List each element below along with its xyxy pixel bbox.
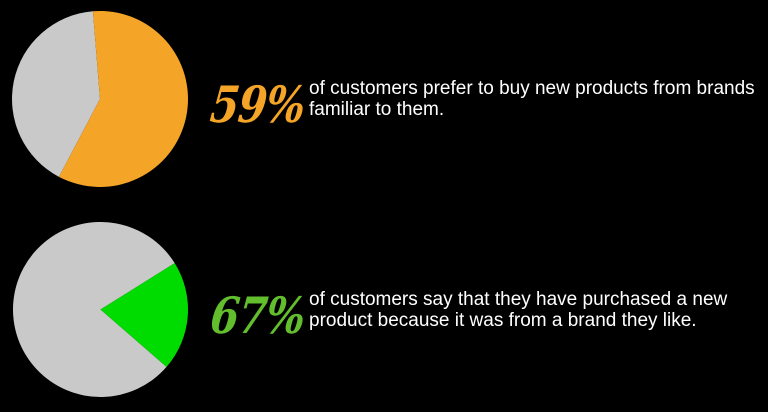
percent-label-brand-familiarity: 59% xyxy=(207,75,308,134)
stat-description-brand-liking: of customers say that they have purchase… xyxy=(309,289,728,331)
pie-chart-brand-liking xyxy=(13,222,188,397)
pie-chart-brand-familiarity xyxy=(12,11,188,187)
pie-slice-remainder xyxy=(12,11,100,177)
description-line: product because it was from a brand they… xyxy=(309,309,697,331)
description-line: of customers prefer to buy new products … xyxy=(309,78,755,99)
pie-slice-remainder xyxy=(13,222,175,397)
percent-label-brand-liking: 67% xyxy=(207,286,308,345)
pie-slice-highlight xyxy=(58,11,188,187)
stat-description-brand-familiarity: of customers prefer to buy new products … xyxy=(309,78,755,120)
description-line: of customers say that they have purchase… xyxy=(309,289,728,310)
pie-slice-highlight xyxy=(100,263,188,367)
description-line: familiar to them. xyxy=(309,98,445,120)
